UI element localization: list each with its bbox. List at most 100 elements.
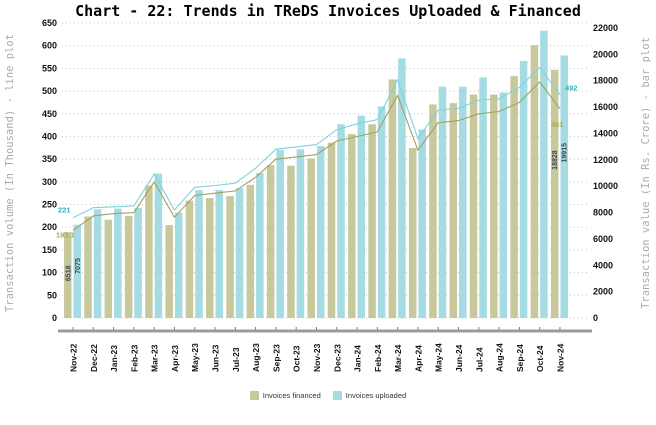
bar-financed (388, 79, 397, 318)
bar-uploaded (540, 30, 548, 319)
x-tick-label: Feb-23 (129, 344, 139, 372)
x-tick-label: Sep-23 (271, 344, 281, 372)
chart-title: Chart - 22: Trends in TReDS Invoices Upl… (75, 2, 581, 20)
data-label: 461 (551, 120, 564, 129)
x-tick-label: Oct-24 (535, 345, 545, 372)
bar-uploaded (418, 129, 426, 318)
y-left-tick-label: 350 (42, 154, 57, 164)
y-left-tick-label: 0 (52, 313, 57, 323)
annotations: 221 193.1 6518 7075 492 461 18828 19915 (56, 84, 577, 281)
bar-uploaded (316, 145, 325, 318)
y-left-tick-label: 150 (42, 245, 57, 255)
bar-uploaded (377, 106, 386, 318)
legend-item-financed: Invoices financed (249, 391, 321, 400)
x-tick-label: May-24 (434, 343, 444, 372)
y-left-tick-label: 450 (42, 109, 57, 119)
legend-swatch-financed (249, 391, 259, 400)
x-tick-label: May-23 (190, 343, 200, 372)
bar-uploaded (73, 224, 81, 318)
data-label: 7075 (75, 258, 82, 274)
bar-uploaded (134, 207, 142, 318)
bar-financed (449, 103, 458, 319)
y-right-tick-label: 14000 (593, 128, 618, 138)
bar-uploaded (398, 58, 406, 319)
legend-label-financed: Invoices financed (262, 391, 321, 400)
y-right-tick-label: 6000 (593, 234, 613, 244)
x-tick-label: Dec-23 (332, 344, 342, 372)
bar-uploaded (195, 190, 203, 318)
y-right-tick-label: 10000 (593, 181, 618, 191)
x-tick-labels: Nov-22 Dec-22 Jan-23 Feb-23 Mar-23 Apr-23 May-… (69, 343, 566, 372)
bar-financed (226, 196, 234, 318)
bar-financed (469, 94, 478, 319)
bar-financed (287, 165, 295, 318)
bar-uploaded (93, 209, 102, 318)
y-left-tick-label: 650 (42, 18, 57, 28)
y-right-tick-label: 8000 (593, 208, 613, 218)
legend-swatch-uploaded (332, 391, 342, 400)
x-tick-label: Aug-24 (495, 343, 505, 372)
bars-financed (64, 45, 559, 319)
bar-uploaded (215, 190, 224, 318)
y-left-tick-label: 600 (42, 41, 57, 51)
data-label: 19915 (562, 143, 569, 163)
line-uploaded (72, 66, 561, 219)
bar-uploaded (235, 188, 244, 318)
bar-financed (348, 134, 356, 318)
y-right-tick-label: 2000 (593, 287, 613, 297)
data-label: 193.1 (56, 230, 75, 239)
y-left-tick-label: 500 (42, 86, 57, 96)
y-left-tick-label: 250 (42, 200, 57, 210)
x-tick-label: Jan-24 (353, 345, 363, 372)
x-tick-label: Jun-24 (454, 344, 464, 372)
x-tick-label: Nov-23 (312, 343, 322, 372)
bar-financed (429, 104, 437, 318)
y-left-tick-label: 50 (47, 290, 57, 300)
y-right-tick-labels: 0 2000 4000 6000 8000 10000 12000 14000 16000 180… (593, 23, 618, 323)
x-tick-label: Nov-22 (69, 343, 79, 372)
bar-financed (145, 185, 153, 318)
chart-legend: Invoices financed Invoices uploaded (0, 391, 656, 400)
bar-financed (206, 198, 214, 318)
bar-financed (165, 225, 173, 318)
bar-uploaded (357, 115, 366, 318)
bar-financed (530, 45, 539, 319)
bar-uploaded (479, 77, 487, 318)
bar-uploaded (154, 173, 163, 318)
bar-uploaded (114, 208, 122, 318)
data-label: 221 (58, 206, 71, 215)
y-right-tick-label: 4000 (593, 260, 613, 270)
legend-item-uploaded: Invoices uploaded (332, 391, 406, 400)
y-left-tick-label: 300 (42, 177, 57, 187)
bar-financed (408, 147, 417, 318)
y-right-tick-label: 0 (593, 313, 598, 323)
bars-uploaded (73, 30, 568, 319)
data-label: 492 (565, 84, 578, 93)
bar-uploaded (459, 86, 467, 318)
x-tick-label: Nov-24 (555, 343, 565, 372)
bar-financed (124, 215, 133, 318)
line-financed (72, 81, 561, 231)
x-tick-label: Jul-24 (474, 347, 484, 372)
bar-uploaded (296, 149, 305, 318)
x-tick-label: Jul-23 (231, 347, 241, 372)
x-tick-label: Mar-23 (150, 344, 160, 372)
x-tick-label: Sep-24 (515, 344, 525, 372)
bar-uploaded (499, 92, 508, 318)
x-tick-label: Dec-22 (89, 344, 99, 372)
bar-uploaded (256, 173, 264, 318)
x-tick-label: Apr-23 (170, 345, 180, 372)
bar-financed (368, 124, 376, 319)
bar-financed (185, 200, 194, 318)
bar-financed (327, 142, 336, 318)
y-left-tick-label: 100 (42, 268, 57, 278)
bar-uploaded (560, 55, 568, 318)
x-tick-label: Oct-23 (292, 345, 302, 372)
data-label: 6518 (65, 265, 72, 281)
x-tick-label: Jan-23 (109, 345, 119, 372)
y-left-tick-label: 200 (42, 222, 57, 232)
right-axis-title: Transaction value (In Rs. Crore) - bar p… (640, 37, 652, 309)
x-tick-label: Feb-24 (373, 344, 383, 372)
y-left-tick-labels: 0 50 100 150 200 250 300 350 400 450 500 550 600 650 (42, 18, 57, 323)
